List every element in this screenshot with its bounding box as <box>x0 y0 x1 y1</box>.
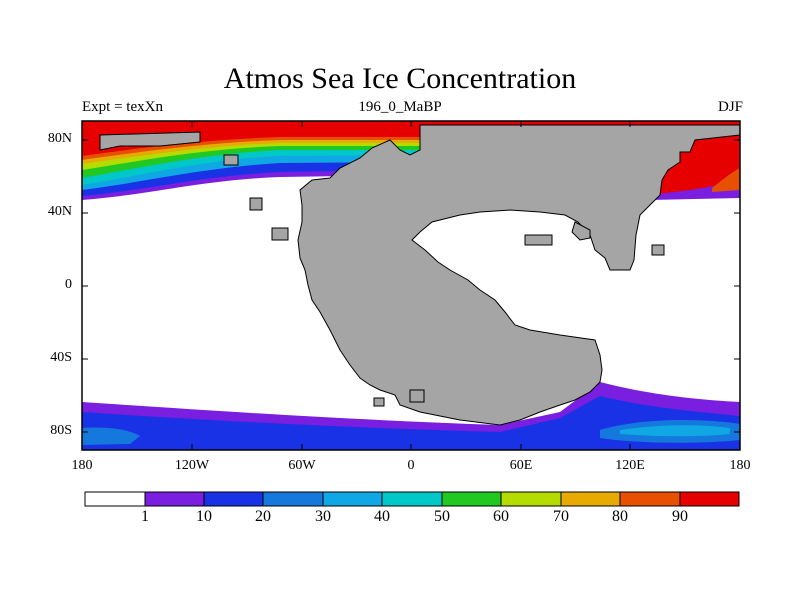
colorbar-swatch-0 <box>84 491 146 507</box>
lon-label-120w: 120W <box>174 458 210 473</box>
land-island-g <box>651 244 665 256</box>
ice-south-3 <box>82 427 140 445</box>
colorbar-swatch-7 <box>500 491 562 507</box>
colorbar-swatch-6 <box>441 491 502 507</box>
colorbar-swatch-4 <box>322 491 383 507</box>
experiment-label: Expt = texXn <box>82 99 163 115</box>
lat-label-80n: 80N <box>47 131 72 146</box>
lon-label-180w: 180 <box>71 458 93 473</box>
colorbar-label-30: 30 <box>315 508 331 525</box>
ice-south-5 <box>620 425 730 437</box>
land-island-e <box>409 389 425 403</box>
lon-label-60w: 60W <box>288 458 316 473</box>
land-island-a <box>223 154 239 166</box>
map-title: Atmos Sea Ice Concentration <box>223 62 577 95</box>
lon-label-0: 0 <box>407 458 415 473</box>
colorbar-label-40: 40 <box>374 508 390 525</box>
colorbar-label-20: 20 <box>255 508 271 525</box>
colorbar-swatch-9 <box>619 491 681 507</box>
colorbar <box>84 491 740 507</box>
colorbar-swatch-10 <box>679 491 740 507</box>
colorbar-swatch-3 <box>262 491 324 507</box>
lat-label-40n: 40N <box>47 204 72 219</box>
colorbar-swatch-2 <box>203 491 264 507</box>
colorbar-swatch-1 <box>144 491 205 507</box>
colorbar-label-60: 60 <box>493 508 509 525</box>
lon-tick-marks <box>191 121 631 450</box>
land-island-b <box>524 234 553 246</box>
land-island-d <box>249 197 263 211</box>
lat-label-80s: 80S <box>50 423 72 438</box>
lat-tick-marks <box>82 139 740 433</box>
colorbar-label-70: 70 <box>553 508 569 525</box>
land-east-peninsula <box>571 221 591 241</box>
period-label: 196_0_MaBP <box>358 99 442 115</box>
lat-label-40s: 40S <box>50 350 72 365</box>
land-island-c <box>271 227 289 241</box>
ice-north-east-edge <box>712 168 740 192</box>
land-main-continent <box>297 124 740 426</box>
map-field <box>82 121 740 450</box>
lon-label-120e: 120E <box>615 458 645 473</box>
colorbar-label-1: 1 <box>141 508 149 525</box>
lon-label-180e: 180 <box>729 458 751 473</box>
colorbar-label-10: 10 <box>196 508 212 525</box>
lat-label-0: 0 <box>65 277 72 292</box>
season-label: DJF <box>717 99 743 115</box>
land-island-f <box>373 397 385 407</box>
ice-south-2 <box>82 396 740 450</box>
colorbar-label-50: 50 <box>434 508 450 525</box>
land-greenland <box>99 131 201 151</box>
lon-label-60e: 60E <box>509 458 533 473</box>
colorbar-swatch-5 <box>381 491 443 507</box>
colorbar-swatch-8 <box>560 491 621 507</box>
colorbar-label-90: 90 <box>672 508 688 525</box>
colorbar-label-80: 80 <box>612 508 628 525</box>
